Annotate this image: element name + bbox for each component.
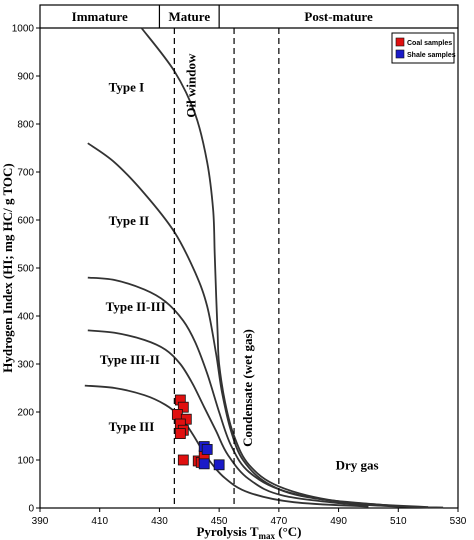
y-tick-label-900: 900 [17, 72, 34, 83]
legend-swatch-shale-samples [395, 49, 405, 59]
legend: Coal samples Shale samples [391, 32, 456, 64]
curve-label-type-iii-ii: Type III-II [100, 352, 160, 367]
annotation-oil-window: Oil window [183, 53, 198, 118]
x-tick-label-490: 490 [330, 516, 347, 527]
y-tick-label-400: 400 [17, 312, 34, 323]
y-tick-label-700: 700 [17, 168, 34, 179]
y-tick-label-500: 500 [17, 264, 34, 275]
annotation-condensate-wet-gas: Condensate (wet gas) [240, 329, 255, 447]
shale-samples-marker-1 [201, 444, 213, 455]
curve-type-iii-ii [87, 329, 369, 507]
zone-label-immature: Immature [72, 9, 128, 24]
zone-label-post-mature: Post-mature [304, 9, 373, 24]
plot-frame [39, 4, 459, 509]
kerogen-curves [84, 27, 444, 509]
x-tick-label-410: 410 [91, 516, 108, 527]
x-tick-label-450: 450 [211, 516, 228, 527]
coal-samples-marker-1 [177, 401, 189, 413]
y-tick-label-0: 0 [28, 504, 34, 515]
curve-label-type-ii-iii: Type II-III [106, 299, 166, 314]
curve-type-i [140, 27, 429, 508]
zone-label-mature: Mature [168, 9, 210, 24]
plot-border [39, 4, 459, 509]
curve-label-type-iii: Type III [109, 419, 155, 434]
legend-label-coal-samples: Coal samples [407, 40, 452, 47]
y-tick-label-600: 600 [17, 216, 34, 227]
coal-samples-marker-2 [171, 408, 183, 420]
curve-label-type-i: Type I [109, 79, 145, 94]
shale-samples-marker-3 [213, 459, 225, 471]
legend-label-shale-samples: Shale samples [407, 52, 456, 59]
y-tick-label-1000: 1000 [12, 24, 35, 35]
sample-markers [171, 394, 225, 471]
y-tick-label-200: 200 [17, 408, 34, 419]
shale-samples-marker-2 [198, 458, 210, 470]
x-tick-label-430: 430 [151, 516, 168, 527]
chart-labels: Immature Mature Post-mature Type I Type II Ty… [72, 9, 379, 473]
curve-type-ii-iii [87, 276, 429, 509]
curve-label-type-ii: Type II [109, 213, 150, 228]
coal-samples-marker-6 [174, 428, 186, 440]
x-tick-label-510: 510 [390, 516, 407, 527]
x-tick-label-390: 390 [32, 516, 49, 527]
axes: 390 410 430 450 470 490 510 530 0 100 200 300 400 500… [0, 24, 467, 540]
x-tick-label-530: 530 [450, 516, 467, 527]
maturity-boundaries [173, 28, 280, 508]
curve-type-iii [84, 384, 369, 508]
y-tick-label-300: 300 [17, 360, 34, 371]
x-axis-label: Pyrolysis Tmax (°C) [196, 524, 301, 540]
y-axis-label: Hydrogen Index (HI; mg HC/ g TOC) [0, 163, 15, 372]
y-tick-label-100: 100 [17, 456, 34, 467]
coal-samples-marker-7 [177, 454, 189, 466]
curve-type-ii [87, 142, 444, 509]
annotation-dry-gas: Dry gas [336, 458, 379, 473]
legend-swatch-coal-samples [395, 37, 405, 47]
y-tick-label-800: 800 [17, 120, 34, 131]
x-tick-label-470: 470 [271, 516, 288, 527]
